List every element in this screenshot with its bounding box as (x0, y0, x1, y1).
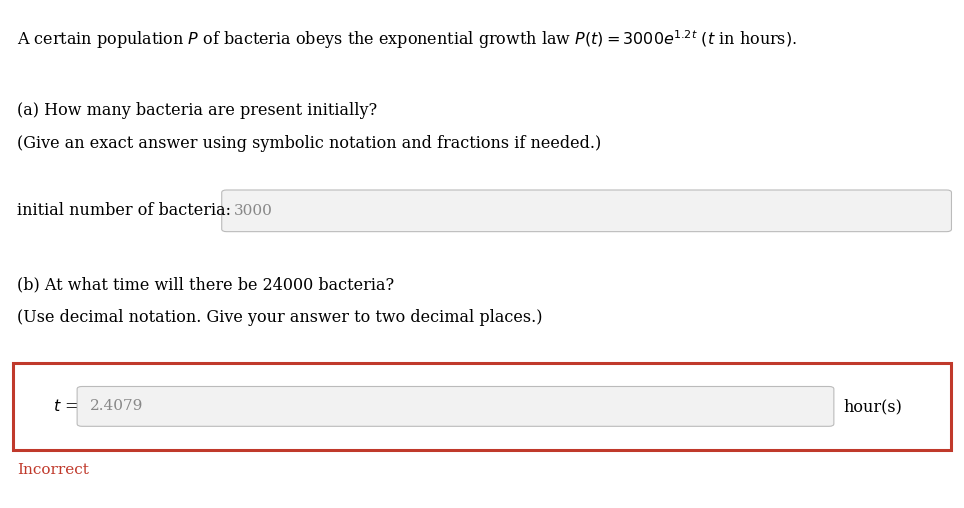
Text: 2.4079: 2.4079 (90, 399, 143, 414)
Text: (a) How many bacteria are present initially?: (a) How many bacteria are present initia… (17, 102, 378, 118)
Text: 3000: 3000 (234, 204, 273, 218)
Text: Incorrect: Incorrect (17, 463, 90, 478)
Text: hour(s): hour(s) (844, 398, 902, 415)
Text: $\mathit{t}$ =: $\mathit{t}$ = (53, 398, 78, 415)
FancyBboxPatch shape (13, 363, 951, 450)
FancyBboxPatch shape (77, 387, 834, 426)
Text: (b) At what time will there be 24000 bacteria?: (b) At what time will there be 24000 bac… (17, 277, 394, 294)
Text: A certain population $\mathit{P}$ of bacteria obeys the exponential growth law $: A certain population $\mathit{P}$ of bac… (17, 28, 797, 51)
Text: (Use decimal notation. Give your answer to two decimal places.): (Use decimal notation. Give your answer … (17, 309, 543, 326)
Text: initial number of bacteria:: initial number of bacteria: (17, 202, 231, 219)
FancyBboxPatch shape (222, 190, 951, 232)
Text: (Give an exact answer using symbolic notation and fractions if needed.): (Give an exact answer using symbolic not… (17, 135, 602, 151)
